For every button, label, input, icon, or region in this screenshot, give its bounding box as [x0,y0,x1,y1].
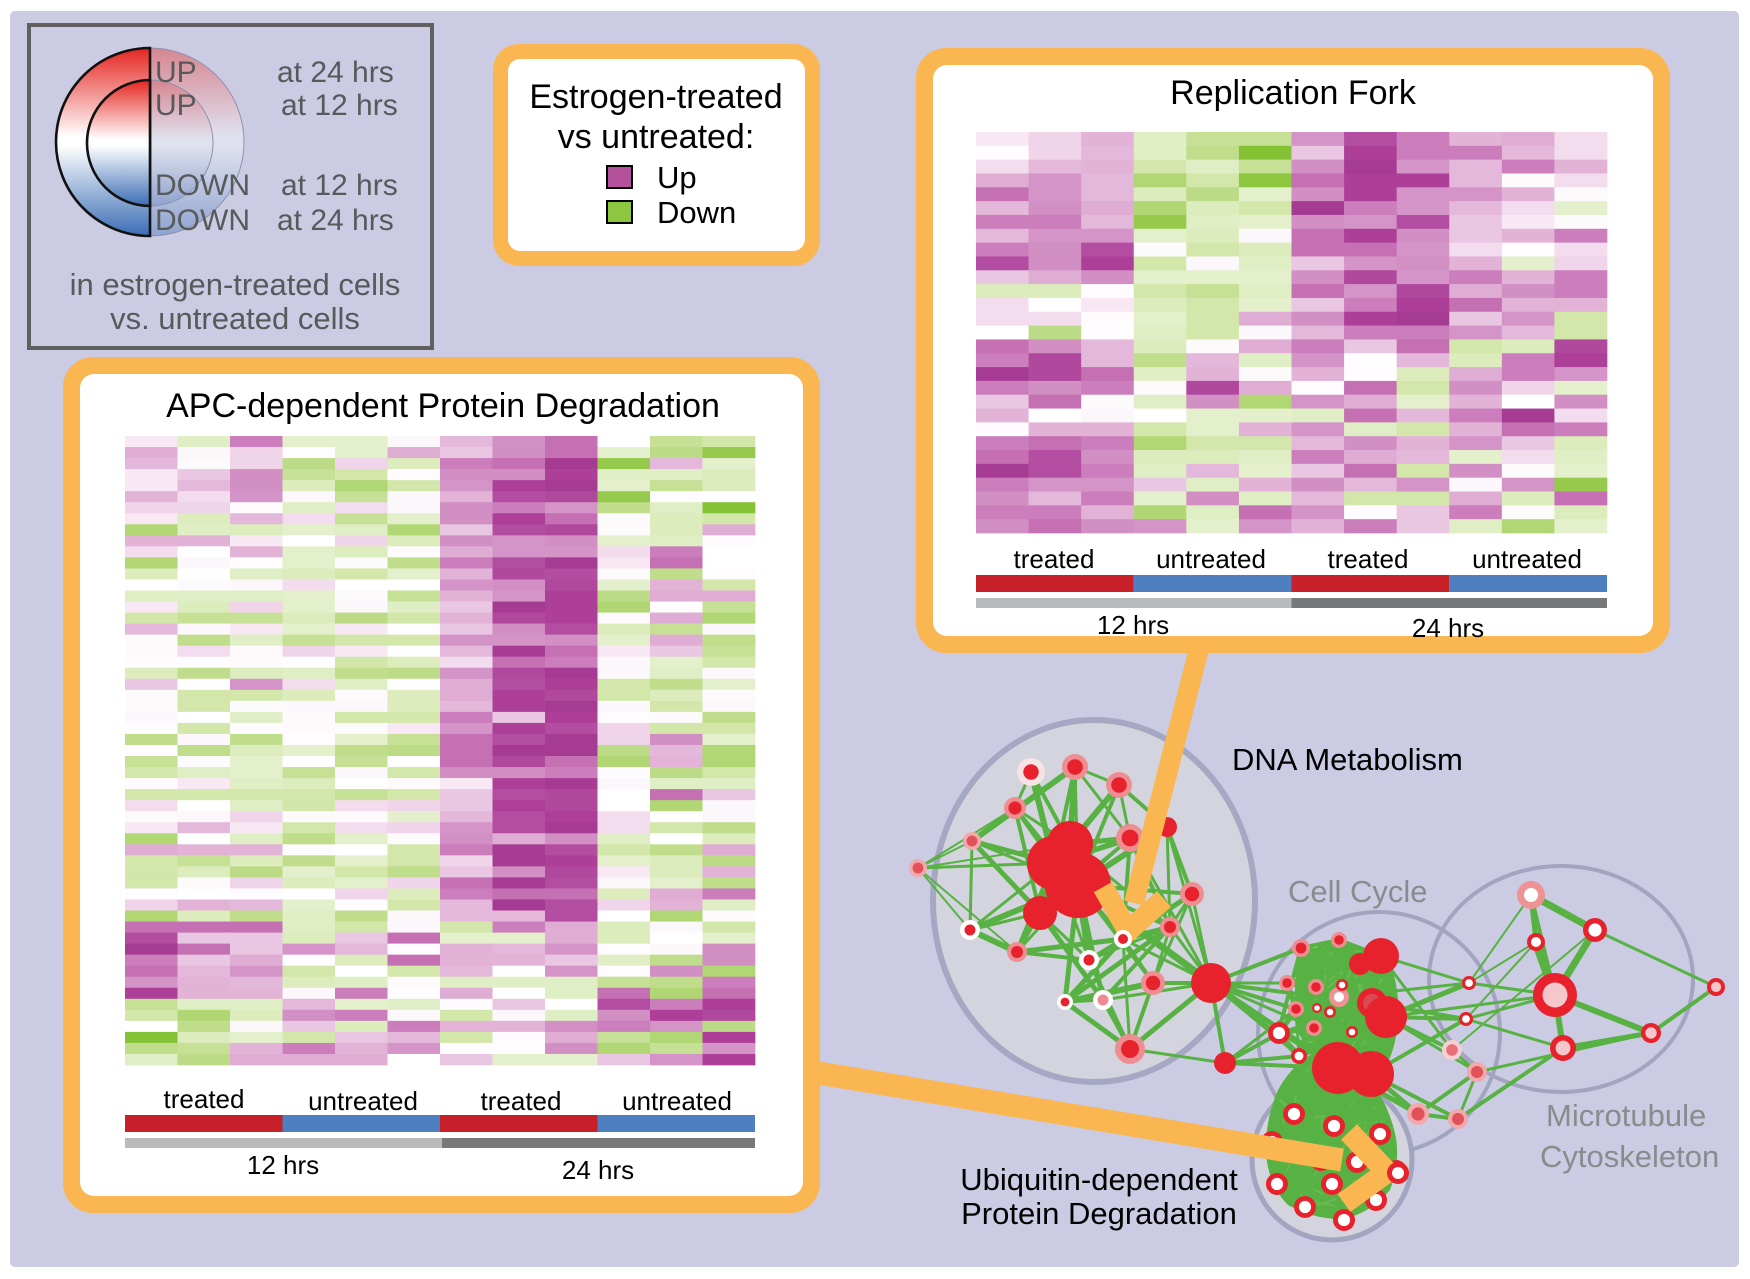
svg-text:in estrogen-treated cells: in estrogen-treated cells [70,267,401,302]
svg-text:untreated: untreated [308,1086,418,1116]
svg-text:at 12 hrs: at 12 hrs [281,89,398,122]
svg-text:vs untreated:: vs untreated: [558,118,755,156]
svg-text:Up: Up [657,160,697,195]
svg-text:treated: treated [481,1086,562,1116]
svg-text:12 hrs: 12 hrs [1097,610,1169,640]
svg-text:Estrogen-treated: Estrogen-treated [529,78,782,116]
svg-text:DOWN: DOWN [155,204,250,237]
svg-text:untreated: untreated [1472,544,1582,574]
svg-text:DNA Metabolism: DNA Metabolism [1232,742,1463,777]
svg-text:Microtubule: Microtubule [1546,1098,1706,1133]
svg-text:untreated: untreated [1156,544,1266,574]
svg-text:treated: treated [1014,544,1095,574]
svg-text:APC-dependent Protein Degradat: APC-dependent Protein Degradation [166,387,720,425]
svg-text:24 hrs: 24 hrs [562,1155,634,1185]
svg-text:vs. untreated cells: vs. untreated cells [110,301,360,336]
svg-text:Down: Down [657,195,736,230]
svg-text:12 hrs: 12 hrs [247,1150,319,1180]
svg-text:Ubiquitin-dependent: Ubiquitin-dependent [960,1162,1238,1197]
svg-text:DOWN: DOWN [155,169,250,202]
svg-text:at 24 hrs: at 24 hrs [277,204,394,237]
svg-text:at 12 hrs: at 12 hrs [281,169,398,202]
svg-text:Protein Degradation: Protein Degradation [961,1196,1237,1231]
svg-text:Replication Fork: Replication Fork [1170,74,1417,112]
svg-text:treated: treated [164,1084,245,1114]
svg-text:untreated: untreated [622,1086,732,1116]
svg-text:24 hrs: 24 hrs [1412,613,1484,643]
svg-text:UP: UP [155,56,197,89]
svg-text:treated: treated [1328,544,1409,574]
svg-text:Cell Cycle: Cell Cycle [1288,874,1428,909]
svg-text:UP: UP [155,89,197,122]
svg-text:Cytoskeleton: Cytoskeleton [1540,1139,1719,1174]
svg-text:at 24 hrs: at 24 hrs [277,56,394,89]
